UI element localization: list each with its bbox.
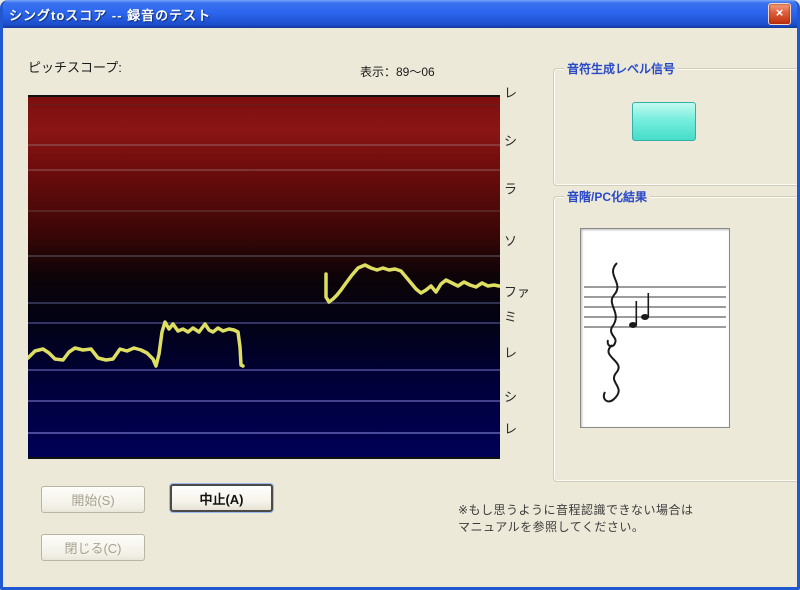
scope-gridline bbox=[28, 255, 500, 257]
note-name-label: レ bbox=[504, 345, 518, 361]
scope-gridline bbox=[28, 144, 500, 146]
musical-notation bbox=[584, 262, 726, 403]
score-preview bbox=[580, 228, 730, 428]
note-name-axis: レシラソファミレシレ bbox=[504, 86, 540, 455]
help-note: ※もし思うように音程認識できない場合は マニュアルを参照してください。 bbox=[458, 502, 793, 536]
level-indicator bbox=[632, 102, 696, 141]
close-icon: × bbox=[775, 5, 784, 20]
scope-gridline bbox=[28, 369, 500, 371]
titlebar[interactable]: シングtoスコア -- 録音のテスト × bbox=[3, 0, 797, 28]
note-name-label: ミ bbox=[504, 309, 518, 325]
note-name-label: シ bbox=[504, 133, 518, 149]
note-name-label: ラ bbox=[504, 181, 518, 197]
pitch-scope bbox=[28, 95, 500, 459]
display-range-label: 表示：89～06 bbox=[360, 65, 435, 79]
note-name-label: ソ bbox=[504, 233, 518, 249]
note-name-label: レ bbox=[504, 421, 518, 437]
pitch-trace-segment bbox=[324, 263, 500, 304]
clef-squiggle-lower bbox=[602, 344, 620, 403]
stop-button[interactable]: 中止(A) bbox=[170, 484, 273, 512]
scope-gridline bbox=[28, 210, 500, 212]
note-name-label: ファ bbox=[504, 284, 531, 300]
pitch-trace bbox=[28, 263, 500, 368]
note-name-label: シ bbox=[504, 389, 518, 405]
scope-gridline bbox=[28, 104, 500, 106]
pitch-trace-segment bbox=[28, 320, 245, 368]
level-signal-title: 音符生成レベル信号 bbox=[564, 60, 679, 77]
pitch-scope-label: ピッチスコープ: bbox=[28, 60, 122, 75]
close-dialog-button[interactable]: 閉じる(C) bbox=[41, 534, 145, 561]
help-note-line2: マニュアルを参照してください。 bbox=[458, 520, 645, 534]
scope-gridline bbox=[28, 322, 500, 324]
window-title: シングtoスコア -- 録音のテスト bbox=[9, 7, 212, 23]
level-signal-panel: 音符生成レベル信号 bbox=[553, 60, 797, 186]
scope-gridline bbox=[28, 432, 500, 434]
note-heads bbox=[629, 293, 650, 328]
scope-gridline bbox=[28, 400, 500, 402]
close-button[interactable]: × bbox=[768, 3, 791, 25]
scope-gridline bbox=[28, 169, 500, 171]
start-button[interactable]: 開始(S) bbox=[41, 486, 145, 513]
help-note-line1: ※もし思うように音程認識できない場合は bbox=[458, 503, 694, 517]
note-name-label: レ bbox=[504, 85, 518, 101]
score-result-panel: 音階/PC化結果 bbox=[553, 188, 797, 482]
clef-squiggle-upper bbox=[606, 262, 619, 348]
score-result-title: 音階/PC化結果 bbox=[564, 188, 651, 205]
scope-gridline bbox=[28, 302, 500, 304]
